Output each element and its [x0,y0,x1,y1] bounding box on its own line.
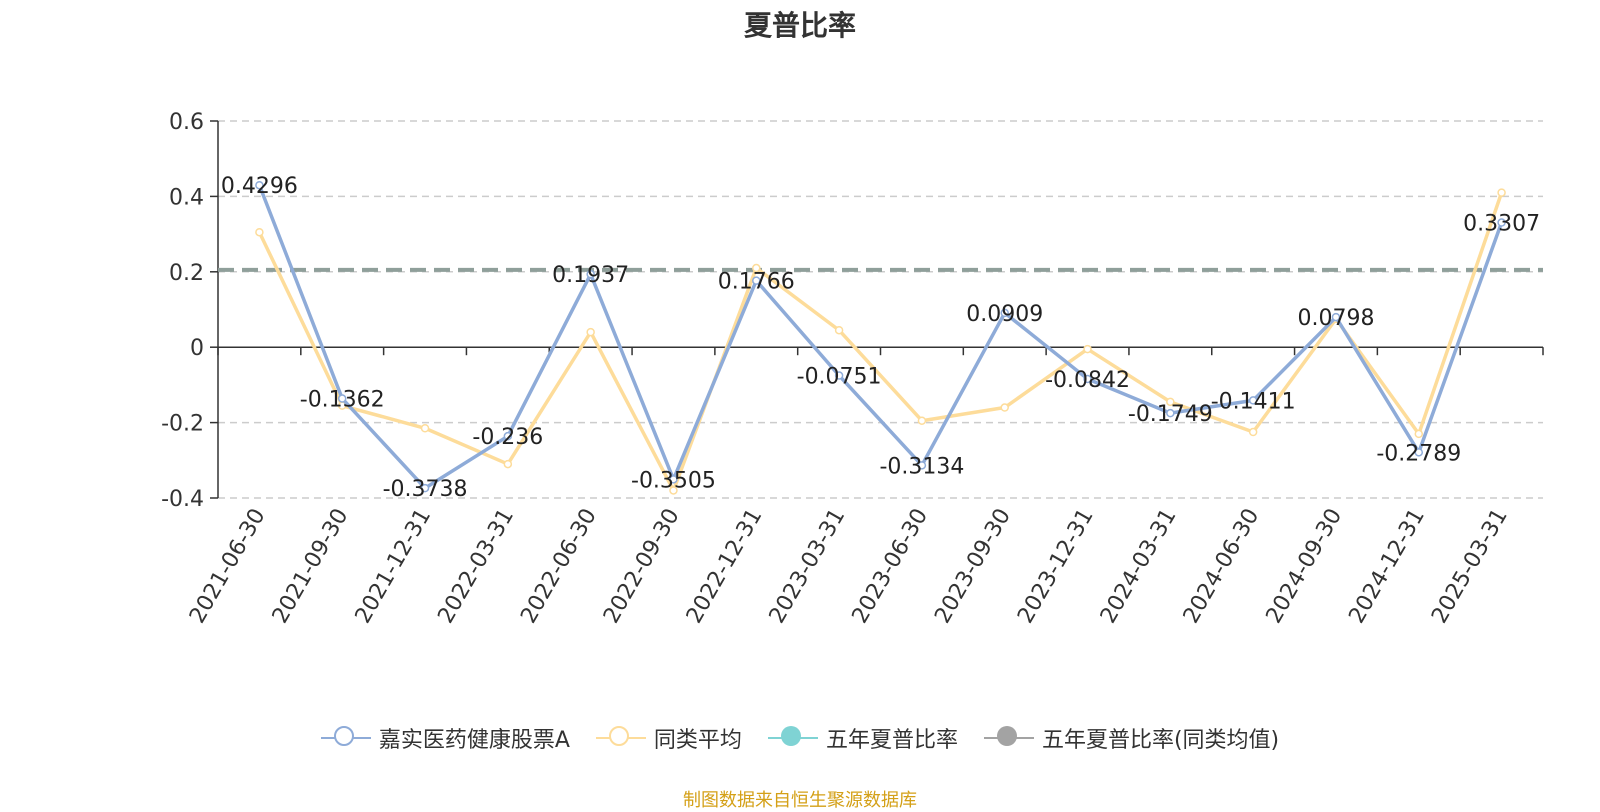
y-tick-label: 0.4 [169,185,204,210]
data-point [1414,429,1424,439]
data-point [1497,188,1506,197]
legend-symbol-category-average-icon [595,725,646,751]
data-label: -0.3505 [631,468,716,493]
data-label: -0.2789 [1376,441,1461,466]
data-point [1331,312,1341,322]
data-label: -0.3134 [879,454,964,479]
data-point [586,269,595,279]
data-label: 0.0798 [1297,306,1374,331]
data-point [917,416,927,425]
data-point [1166,397,1175,407]
legend-label-category-average: 同类平均 [653,728,742,753]
data-point [1414,448,1424,457]
y-tick-label: 0.2 [169,261,204,286]
chart-title: 夏普比率 [743,9,856,42]
data-point [503,431,513,441]
x-tick-label: 2023-09-30 [930,505,1016,628]
x-tick-label: 2021-06-30 [185,505,271,628]
data-point [586,327,595,337]
x-tick-label: 2022-09-30 [599,505,685,628]
legend-marker [608,726,629,746]
data-point [1248,427,1258,437]
data-label: -0.0842 [1045,368,1130,393]
legend-label-five-year-sharpe: 五年夏普比率 [825,728,958,753]
x-tick-label: 2022-03-31 [433,505,519,628]
legend-marker [333,726,354,746]
data-point [669,475,678,484]
data-point [255,180,264,190]
series-line [257,184,1504,490]
x-tick-label: 2023-03-31 [765,505,851,628]
series-line [257,192,1504,493]
data-label: -0.3738 [383,477,468,502]
legend-marker [996,726,1017,746]
data-label: 0.1937 [552,263,629,288]
legend-symbol-five-year-sharpe-category-icon [983,725,1034,751]
data-point [1083,344,1092,354]
data-point [1497,218,1506,227]
legend-label-five-year-sharpe-category: 五年夏普比率(同类均值) [1041,728,1280,753]
data-label: -0.1749 [1128,402,1213,427]
y-tick-label: 0.6 [169,110,204,135]
data-label: -0.236 [472,425,543,450]
x-tick-label: 2023-12-31 [1013,505,1099,628]
data-point [917,461,927,470]
data-label: -0.1411 [1211,389,1296,414]
data-label: 0.1766 [718,270,795,295]
data-point [834,371,844,380]
x-tick-label: 2024-12-31 [1344,505,1430,628]
legend-symbol-fund-icon [320,725,371,751]
x-tick-label: 2025-03-31 [1427,505,1513,628]
data-point [752,276,761,285]
data-label: -0.1362 [300,388,385,413]
data-point [1000,308,1009,318]
y-tick-label: -0.4 [161,487,204,512]
data-point [1166,408,1175,418]
data-point [834,325,844,335]
y-tick-label: -0.2 [161,412,204,437]
data-point [255,227,264,237]
x-tick-label: 2023-06-30 [848,505,934,628]
x-tick-label: 2021-12-31 [351,505,437,628]
legend-marker [780,726,801,746]
legend-item-category-average[interactable]: 同类平均 [595,722,742,754]
data-point [337,394,347,403]
x-tick-label: 2024-03-31 [1096,505,1182,628]
data-label: 0.3307 [1463,212,1540,237]
data-label: 0.0909 [966,302,1043,327]
data-point [1000,403,1009,412]
legend-symbol-five-year-sharpe-icon [767,725,818,751]
legend-item-five-year-sharpe[interactable]: 五年夏普比率 [767,722,958,754]
chart-legend: 嘉实医药健康股票A 同类平均 五年夏普比率 五年夏普比率(同类均值) [0,722,1600,754]
data-point [420,424,430,433]
data-label: -0.0751 [797,365,882,390]
x-tick-label: 2021-09-30 [268,505,354,628]
x-tick-label: 2024-09-30 [1262,505,1348,628]
legend-item-five-year-sharpe-category[interactable]: 五年夏普比率(同类均值) [983,722,1280,754]
data-point [503,459,513,469]
data-point [1248,396,1258,405]
x-tick-label: 2022-06-30 [516,505,602,628]
x-tick-label: 2022-12-31 [682,505,768,628]
data-point [752,263,761,273]
data-label: 0.4296 [221,174,298,199]
legend-item-fund[interactable]: 嘉实医药健康股票A [320,722,570,754]
data-point [669,486,678,495]
x-tick-label: 2024-06-30 [1179,505,1265,628]
data-point [420,483,430,493]
data-point [1083,374,1092,384]
y-tick-label: 0 [190,336,204,361]
legend-label-fund: 嘉实医药健康股票A [378,728,570,753]
data-source-note: 制图数据来自恒生聚源数据库 [683,790,917,811]
